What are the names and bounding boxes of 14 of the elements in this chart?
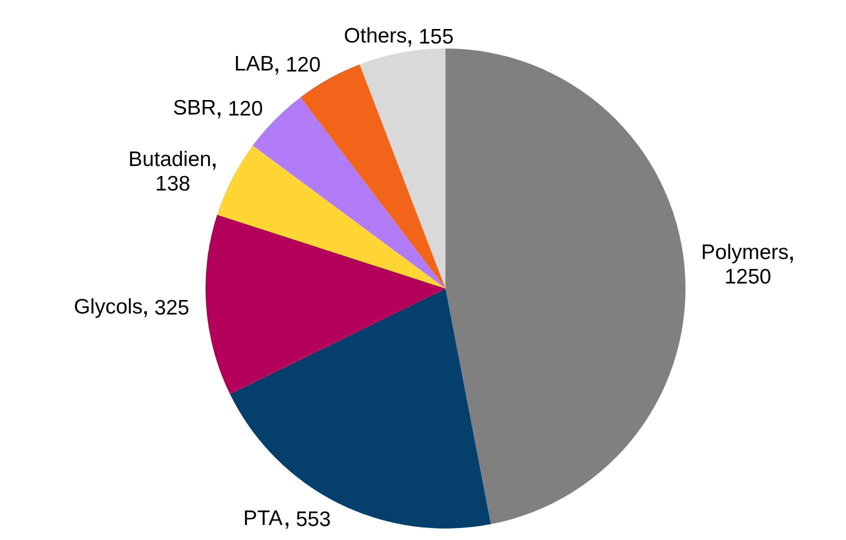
slice-label: LAB <box>234 52 274 76</box>
slice-label: Glycols <box>74 295 143 318</box>
data-label: 1250 <box>724 265 772 288</box>
data-label: 155 <box>418 25 454 48</box>
data-label: 138 <box>155 172 190 196</box>
data-label: 120 <box>286 54 321 77</box>
slice-label: SBR <box>173 96 216 120</box>
slice-label: Butadien <box>128 148 212 171</box>
data-label: 553 <box>296 508 331 531</box>
data-label: 325 <box>154 296 190 320</box>
slice-label: Others <box>344 24 407 48</box>
slice-label: Polymers <box>701 240 789 264</box>
data-label: 120 <box>228 97 263 120</box>
slice-label: PTA <box>243 506 283 530</box>
